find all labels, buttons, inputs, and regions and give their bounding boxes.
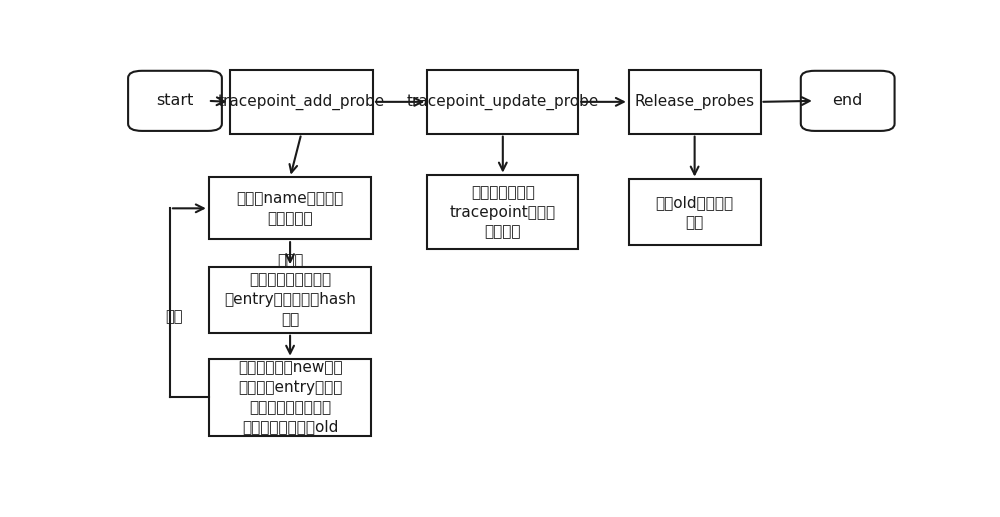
Text: Release_probes: Release_probes (635, 94, 755, 110)
Bar (427, 70, 578, 134)
Text: 存在: 存在 (165, 309, 183, 324)
Text: 释放old所占有的
内存: 释放old所占有的 内存 (656, 195, 734, 230)
Bar (209, 177, 371, 239)
Bar (629, 70, 761, 134)
FancyBboxPatch shape (128, 71, 222, 131)
Text: 如果不存在，分配一
个entry，并插入到hash
表中: 如果不存在，分配一 个entry，并插入到hash 表中 (224, 272, 356, 327)
Bar (427, 175, 578, 249)
Text: 不存在: 不存在 (277, 253, 303, 269)
Text: start: start (156, 94, 194, 109)
Bar (209, 359, 371, 436)
Text: end: end (832, 94, 863, 109)
Bar (629, 179, 761, 245)
Text: tracepoint_add_probe: tracepoint_add_probe (218, 94, 385, 110)
Text: tracepoint_update_probe: tracepoint_update_probe (407, 94, 599, 110)
FancyBboxPatch shape (801, 71, 895, 131)
Text: 查找该name的结构是
否已经存在: 查找该name的结构是 否已经存在 (236, 191, 344, 226)
Bar (230, 70, 373, 134)
Text: 分配新的缓存new，用
来存放该entry的钩子
函数指针，并赋值，
返回老的缓存指针old: 分配新的缓存new，用 来存放该entry的钩子 函数指针，并赋值， 返回老的缓… (238, 360, 342, 435)
Text: 更新内核中所有
tracepoint的钩子
函数指针: 更新内核中所有 tracepoint的钩子 函数指针 (450, 185, 556, 239)
Bar (209, 267, 371, 333)
